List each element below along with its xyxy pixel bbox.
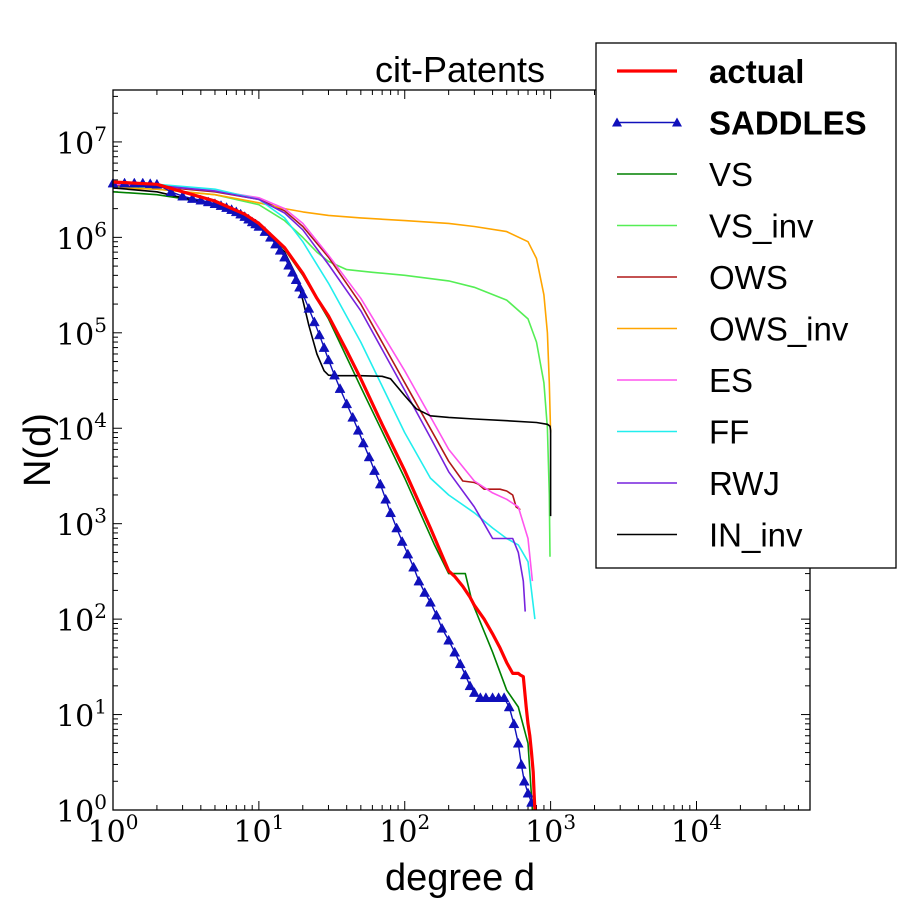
saddles-marker (313, 329, 325, 340)
saddles-marker (369, 465, 380, 475)
x-tick-label: 103 (525, 810, 576, 850)
legend-label: SADDLES (709, 105, 867, 142)
y-tick-label: 100 (56, 790, 107, 830)
saddles-marker (363, 451, 375, 462)
x-axis-label: degree d (385, 857, 535, 899)
x-tick-label: 101 (233, 810, 284, 850)
series-line-rwj (112, 182, 526, 612)
legend-label: OWS (709, 259, 788, 296)
saddles-marker (512, 737, 524, 748)
saddles-marker (279, 251, 290, 262)
saddles-marker (385, 507, 397, 518)
saddles-marker (402, 548, 414, 559)
y-tick-label: 103 (56, 504, 107, 544)
saddles-marker (290, 274, 302, 284)
saddles-marker (283, 259, 295, 270)
series-line-actual (112, 180, 537, 811)
legend-label: ES (709, 362, 753, 399)
legend-label: IN_inv (709, 517, 803, 554)
saddles-marker (177, 190, 189, 201)
saddles-marker (357, 437, 369, 448)
saddles-marker (274, 244, 286, 255)
tick-labels: 100 101 102 103 104 100 101 102 103 104 105 106 107 (56, 122, 722, 850)
saddles-marker (419, 587, 431, 597)
saddles-marker (515, 758, 527, 769)
legend-label: VS (709, 156, 753, 193)
saddles-marker (347, 411, 359, 422)
saddles-marker (318, 342, 330, 352)
saddles-marker (464, 680, 476, 691)
legend-label: RWJ (709, 465, 780, 502)
y-axis-label: N(d) (17, 413, 59, 487)
chart-title: cit-Patents (375, 49, 545, 90)
saddles-marker (498, 692, 510, 703)
saddles-marker (391, 522, 403, 533)
saddles-marker (165, 186, 177, 197)
saddles-marker (195, 194, 207, 205)
legend-label: VS_inv (709, 208, 814, 245)
y-tick-label: 105 (56, 313, 107, 353)
saddles-marker (443, 634, 455, 645)
legend-label: FF (709, 414, 749, 451)
x-tick-label: 104 (671, 810, 722, 850)
saddles-marker (459, 669, 471, 680)
saddles-marker (341, 398, 353, 409)
saddles-marker (396, 536, 408, 546)
saddles-marker (308, 316, 320, 327)
saddles-marker (522, 787, 534, 798)
saddles-marker (425, 596, 436, 607)
legend-label: OWS_inv (709, 311, 849, 348)
saddles-marker (294, 281, 305, 292)
saddles-marker (468, 687, 480, 697)
y-tick-label: 104 (56, 408, 107, 448)
saddles-marker (334, 383, 346, 393)
saddles-marker (449, 646, 461, 657)
legend: actual SADDLES VS VS_inv OWS OWS_inv ES FF RWJ IN… (595, 42, 897, 569)
saddles-marker (374, 478, 386, 489)
saddles-marker (186, 193, 198, 203)
series-line-vs-inv (112, 185, 551, 557)
saddles-marker (303, 302, 315, 313)
y-tick-label: 101 (56, 695, 107, 735)
y-tick-label: 102 (56, 599, 107, 639)
saddles-marker (297, 288, 309, 299)
saddles-marker (408, 561, 420, 572)
x-tick-label: 102 (379, 810, 430, 850)
y-tick-label: 107 (56, 122, 107, 162)
x-tick-label: 100 (88, 810, 139, 850)
saddles-marker (508, 718, 520, 729)
saddles-marker (352, 424, 364, 435)
y-tick-label: 106 (56, 217, 107, 257)
saddles-marker (380, 493, 392, 504)
saddles-marker (518, 775, 530, 786)
saddles-marker (431, 609, 442, 620)
saddles-marker (323, 354, 334, 365)
saddles-marker (454, 658, 466, 669)
legend-marker (612, 117, 622, 127)
saddles-marker (329, 369, 340, 380)
legend-box (595, 42, 897, 569)
saddles-marker (503, 701, 515, 712)
legend-label: actual (709, 53, 804, 90)
saddles-marker (436, 622, 448, 633)
saddles-marker (287, 266, 298, 277)
series-line-ows-inv (112, 187, 552, 433)
saddles-marker (480, 692, 492, 703)
series-layer (107, 177, 552, 811)
legend-marker (672, 117, 682, 127)
saddles-marker (413, 575, 425, 586)
